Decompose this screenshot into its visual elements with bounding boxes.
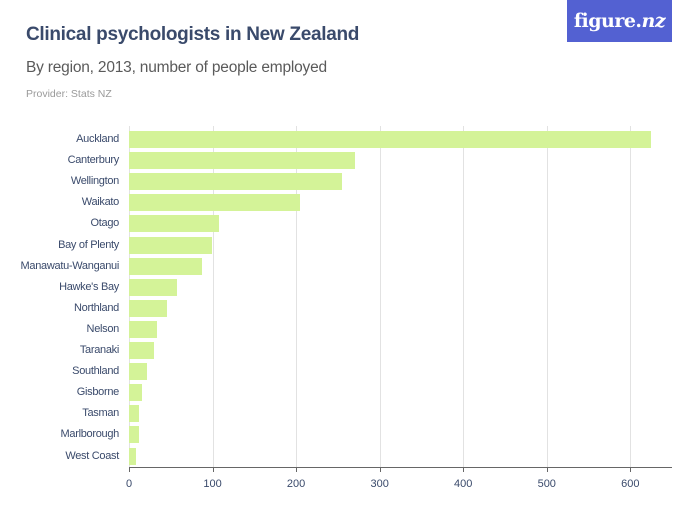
x-tick-label: 400	[454, 478, 473, 490]
chart-title: Clinical psychologists in New Zealand	[26, 24, 360, 45]
x-tick	[463, 467, 465, 472]
x-tick	[630, 467, 632, 472]
bar[interactable]	[129, 278, 177, 296]
category-label: Canterbury	[67, 154, 120, 167]
gridline	[129, 126, 130, 467]
bar[interactable]	[129, 363, 147, 381]
category-label: Bay of Plenty	[58, 238, 119, 251]
bar[interactable]	[129, 173, 343, 191]
figure-nz-logo[interactable]: figure. nz	[567, 0, 672, 42]
bar[interactable]	[129, 215, 220, 233]
bar[interactable]	[129, 152, 356, 170]
bar[interactable]	[129, 320, 157, 338]
gridline	[379, 126, 381, 467]
x-tick-label: 500	[537, 478, 556, 490]
bar[interactable]	[129, 194, 301, 212]
category-label: Tasman	[82, 407, 119, 420]
category-label: Wellington	[70, 175, 119, 188]
category-label: Northland	[74, 301, 119, 314]
category-label: Gisborne	[76, 386, 120, 399]
gridline	[296, 126, 298, 467]
gridline	[546, 126, 548, 467]
x-tick-label: 200	[286, 478, 306, 490]
x-tick	[129, 467, 130, 472]
gridline	[212, 126, 214, 467]
x-axis-line	[129, 467, 672, 468]
category-label: Manawatu-Wanganui	[20, 259, 120, 272]
category-label: Marlborough	[60, 428, 120, 441]
x-tick-label: 300	[370, 478, 389, 490]
category-label: Auckland	[76, 133, 119, 145]
x-tick	[546, 467, 548, 472]
bar[interactable]	[129, 426, 140, 444]
provider-text: Provider: Stats NZ	[26, 88, 112, 100]
logo-text: figure.	[573, 10, 642, 32]
bar-chart-plot-area	[129, 126, 672, 467]
category-label: Waikato	[81, 196, 120, 209]
gridline	[630, 126, 632, 467]
category-label: Hawke's Bay	[59, 280, 119, 293]
bar[interactable]	[129, 405, 140, 423]
bar[interactable]	[129, 447, 136, 465]
bar[interactable]	[129, 299, 167, 317]
category-label: Southland	[72, 365, 119, 378]
chart-subtitle: By region, 2013, number of people employ…	[26, 59, 327, 76]
gridline	[463, 126, 465, 467]
x-tick	[379, 467, 381, 472]
bar[interactable]	[129, 257, 202, 275]
x-tick-label: 0	[125, 478, 133, 490]
x-tick-label: 100	[203, 478, 222, 490]
bar[interactable]	[129, 384, 142, 402]
bar[interactable]	[129, 342, 155, 359]
category-label: Nelson	[86, 322, 120, 335]
category-label: Otago	[90, 217, 120, 230]
category-label: West Coast	[65, 449, 119, 462]
x-tick	[296, 467, 298, 472]
logo-text-nz: nz	[641, 10, 666, 32]
category-label: Taranaki	[79, 344, 119, 356]
x-tick-label: 600	[621, 478, 640, 490]
bar[interactable]	[129, 236, 212, 254]
x-tick	[212, 467, 214, 472]
bar[interactable]	[129, 131, 652, 148]
